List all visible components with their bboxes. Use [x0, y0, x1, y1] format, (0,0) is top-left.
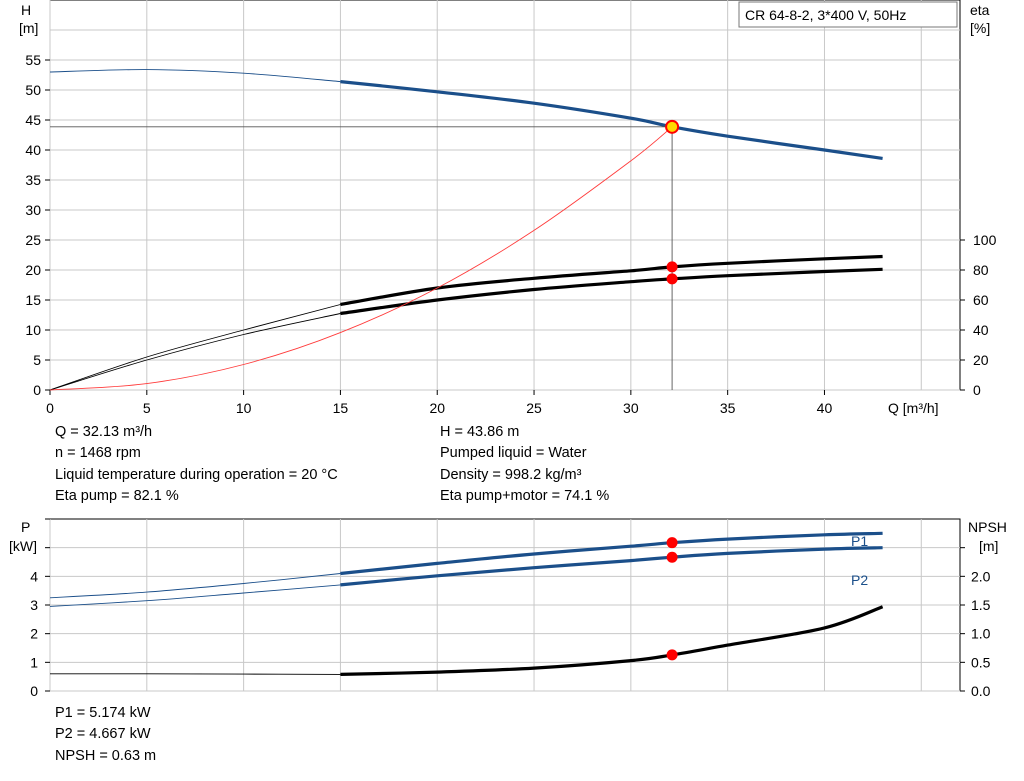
bottom-y-label-2: [kW]	[9, 538, 37, 554]
bottom-y-ticks: 0 1 2 3 4	[30, 518, 50, 699]
top-markers	[50, 119, 680, 390]
info-p1: P1 = 5.174 kW	[55, 705, 151, 721]
duty-point-marker	[665, 119, 680, 134]
y2-tick-label: 80	[973, 262, 989, 278]
info-h: H = 43.86 m	[440, 424, 520, 440]
bottom-chart: 0 1 2 3 4 0.0 0.5 1.0 1.5 2.0 P [kW] NPSH [m] P1…	[9, 518, 1007, 699]
bottom-y2-label-1: NPSH	[968, 519, 1007, 535]
curve-p2	[340, 546, 883, 587]
bottom-y-tick-label: 3	[30, 597, 38, 613]
y-tick-label: 25	[25, 232, 41, 248]
y2-tick-label: 20	[973, 352, 989, 368]
curve-npsh	[340, 605, 884, 676]
x-tick-label: 5	[143, 400, 151, 416]
bottom-y2-tick-label: 0.0	[971, 683, 991, 699]
x-tick-label: 30	[623, 400, 639, 416]
top-grid	[49, 0, 960, 391]
y-tick-label: 5	[33, 352, 41, 368]
info-pumped-liquid: Pumped liquid = Water	[440, 445, 587, 462]
curve-p1	[340, 531, 883, 576]
bottom-y2-ticks: 0.0 0.5 1.0 1.5 2.0	[960, 547, 991, 699]
top-curves	[49, 69, 883, 391]
bottom-curves	[49, 531, 884, 676]
top-y2-label-1: eta	[970, 2, 990, 18]
curve-h	[340, 80, 883, 160]
bottom-markers	[666, 537, 678, 661]
top-info-left: Q = 32.13 m³/h n = 1468 rpm Liquid tempe…	[55, 422, 338, 507]
y-tick-label: 10	[25, 322, 41, 338]
title-box-text: CR 64-8-2, 3*400 V, 50Hz	[745, 7, 906, 23]
y-tick-label: 55	[25, 52, 41, 68]
top-y-label-1: H	[21, 2, 31, 18]
title-box	[738, 1, 958, 28]
curve-system-extrapolated	[49, 126, 673, 391]
top-x-label: Q [m³/h]	[888, 400, 939, 416]
curve-p2-extrapolated	[49, 584, 341, 607]
top-y2-ticks: 0 20 40 60 80 100	[960, 232, 997, 398]
bottom-info: P1 = 5.174 kW P2 = 4.667 kW NPSH = 0.63 …	[55, 703, 156, 767]
bottom-y-label-1: P	[21, 519, 30, 535]
info-p2: P2 = 4.667 kW	[55, 726, 151, 743]
bottom-y2-tick-label: 0.5	[971, 654, 991, 670]
y-tick-label: 50	[25, 82, 41, 98]
info-eta-pump: Eta pump = 82.1 %	[55, 487, 179, 504]
bottom-y-tick-label: 2	[30, 626, 38, 642]
eta-total-point	[666, 273, 678, 285]
x-tick-label: 15	[333, 400, 349, 416]
curve-npsh-extrapolated	[50, 673, 341, 675]
top-y-label-2: [m]	[19, 20, 38, 36]
curve-h-extrapolated	[49, 69, 341, 83]
operating-point-p2	[666, 551, 678, 563]
y-tick-label: 35	[25, 172, 41, 188]
info-liquid-temperature: Liquid temperature during operation = 20…	[55, 466, 338, 483]
bottom-y-tick-label: 4	[30, 568, 38, 584]
x-tick-label: 25	[526, 400, 542, 416]
info-eta-pump-motor: Eta pump+motor = 74.1 %	[440, 487, 610, 504]
eta-pump-point	[666, 261, 678, 273]
y-tick-label: 45	[25, 112, 41, 128]
bottom-y2-tick-label: 1.0	[971, 626, 991, 642]
series-label-p2: P2	[851, 572, 868, 588]
y-tick-label: 15	[25, 292, 41, 308]
top-plot-area	[49, 0, 961, 391]
operating-point-p1	[666, 537, 678, 549]
y-tick-label: 40	[25, 142, 41, 158]
curve-p1-extrapolated	[49, 573, 341, 599]
top-y-ticks: 0 5 10 15 20 25 30 35 40 45 50 55	[25, 52, 50, 398]
bottom-y2-tick-label: 1.5	[971, 597, 991, 613]
x-tick-label: 20	[429, 400, 445, 416]
x-tick-label: 10	[236, 400, 252, 416]
x-tick-label: 40	[817, 400, 833, 416]
info-n: n = 1468 rpm	[55, 445, 141, 462]
bottom-y-tick-label: 0	[30, 683, 38, 699]
y2-tick-label: 60	[973, 292, 989, 308]
operating-point-npsh	[666, 649, 678, 661]
bottom-y-tick-label: 1	[30, 654, 38, 670]
top-y2-label-2: [%]	[970, 20, 990, 36]
top-chart: 0 5 10 15 20 25 30 35 40 0510152025303540455055 …	[19, 0, 997, 416]
y-tick-label: 20	[25, 262, 41, 278]
y2-tick-label: 40	[973, 322, 989, 338]
bottom-y2-tick-label: 2.0	[971, 568, 991, 584]
x-tick-label: 0	[46, 400, 54, 416]
info-q: Q = 32.13 m³/h	[55, 424, 153, 440]
curve-eta-pump-extrapolated	[49, 304, 341, 391]
series-label-p1: P1	[851, 533, 868, 549]
bottom-y2-label-2: [m]	[979, 538, 998, 554]
info-npsh: NPSH = 0.63 m	[55, 747, 157, 764]
y-tick-label: 0	[33, 382, 41, 398]
info-density: Density = 998.2 kg/m³	[440, 466, 582, 483]
y2-tick-label: 0	[973, 382, 981, 398]
x-tick-label: 35	[720, 400, 736, 416]
y2-tick-label: 100	[973, 232, 997, 248]
y-tick-label: 30	[25, 202, 41, 218]
top-info-right: H = 43.86 m Pumped liquid = Water Densit…	[440, 422, 609, 507]
curve-eta-total	[340, 267, 883, 316]
top-x-ticks: 0 5 10 15 20 25 30 35 40	[46, 390, 832, 416]
curve-eta-total-extrapolated	[49, 313, 341, 391]
